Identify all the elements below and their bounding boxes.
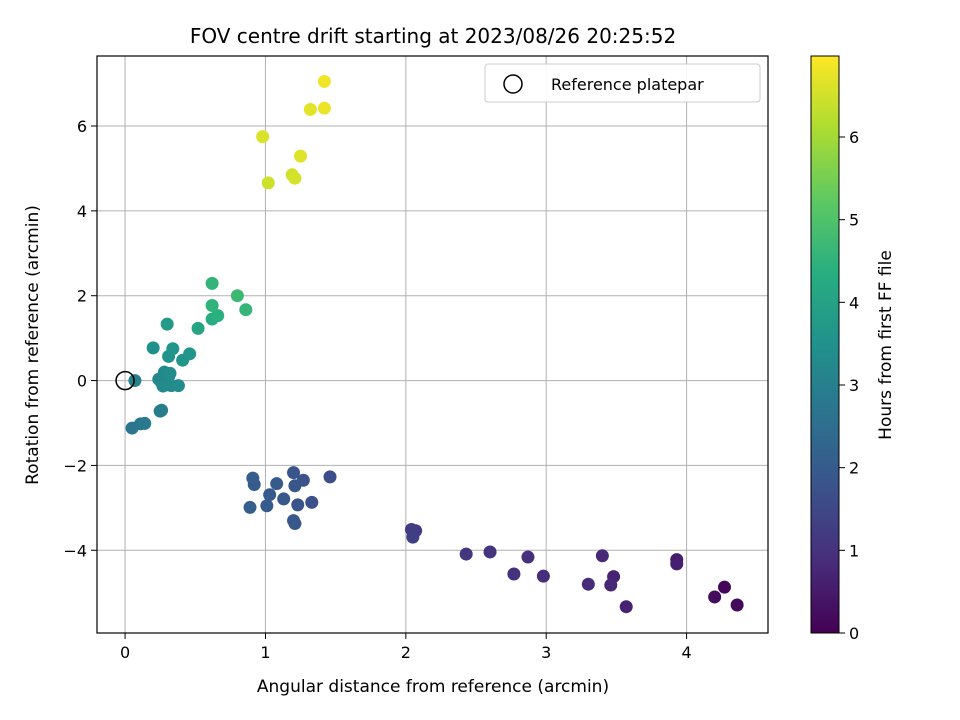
legend-marker-reference (503, 74, 523, 94)
scatter-point (205, 276, 219, 290)
scatter-point (260, 499, 274, 513)
colorbar-tick-label: 0 (849, 624, 859, 643)
colorbar-tick-label: 5 (849, 211, 859, 230)
y-axis-ticks: −4 −2 0 2 4 6 (63, 117, 97, 560)
scatter-point (459, 547, 473, 561)
scatter-point (604, 578, 618, 592)
scatter-point (291, 498, 305, 512)
scatter-point (294, 149, 308, 163)
x-tick-label: 2 (401, 643, 411, 662)
scatter-point (239, 303, 253, 317)
scatter-point (595, 549, 609, 563)
x-tick-label: 0 (120, 643, 130, 662)
scatter-point (205, 298, 219, 312)
scatter-point (536, 569, 550, 583)
scatter-point (183, 347, 197, 361)
grid-lines (97, 56, 768, 633)
scatter-point (323, 470, 337, 484)
colorbar-tick-label: 2 (849, 459, 859, 478)
x-axis-label: Angular distance from reference (arcmin) (257, 677, 609, 697)
x-tick-label: 3 (541, 643, 551, 662)
scatter-point (288, 171, 302, 185)
scatter-point (270, 477, 284, 491)
data-points (125, 74, 744, 614)
x-tick-label: 1 (260, 643, 270, 662)
reference-platepar-marker (115, 370, 135, 391)
scatter-point (128, 374, 142, 388)
plot-frame (96, 55, 769, 634)
scatter-point (230, 289, 244, 303)
y-tick-label: 6 (77, 117, 87, 136)
scatter-point (166, 342, 180, 356)
scatter-point (317, 101, 331, 115)
x-axis-ticks: 0 1 2 3 4 (120, 633, 692, 662)
scatter-point (730, 598, 744, 612)
colorbar-tick-label: 1 (849, 541, 859, 560)
scatter-point (146, 341, 160, 355)
scatter-point (246, 471, 260, 485)
legend-box (484, 63, 761, 103)
scatter-point (708, 590, 722, 604)
scatter-point (160, 317, 174, 331)
colorbar-ticks: 0 1 2 3 4 5 6 (839, 128, 859, 643)
scatter-point (138, 416, 152, 430)
scatter-point (619, 600, 633, 614)
scatter-point (191, 321, 205, 335)
scatter-point (406, 530, 420, 544)
colorbar-tick-label: 6 (849, 128, 859, 147)
x-tick-label: 4 (681, 643, 691, 662)
y-tick-label: −4 (63, 541, 87, 560)
scatter-point (507, 567, 521, 581)
y-axis-label: Rotation from reference (arcmin) (23, 205, 43, 485)
scatter-point (305, 495, 319, 509)
scatter-point (256, 130, 270, 144)
chart-title: FOV centre drift starting at 2023/08/26 … (190, 24, 676, 48)
scatter-point (155, 403, 169, 417)
scatter-point (303, 102, 317, 116)
legend: Reference platepar (484, 63, 761, 103)
scatter-point (317, 74, 331, 88)
scatter-point (163, 366, 177, 380)
y-tick-label: −2 (63, 456, 87, 475)
scatter-point (171, 379, 185, 393)
scatter-point (261, 176, 275, 190)
scatter-point (670, 557, 684, 571)
y-tick-label: 4 (77, 202, 87, 221)
scatter-point (211, 309, 225, 323)
colorbar-tick-label: 3 (849, 376, 859, 395)
scatter-point (521, 550, 535, 564)
y-tick-label: 0 (77, 372, 87, 391)
scatter-point (581, 577, 595, 591)
colorbar-tick-label: 4 (849, 293, 859, 312)
legend-entry-reference-platepar: Reference platepar (551, 75, 704, 94)
scatter-point (263, 488, 277, 502)
scatter-point (288, 517, 302, 531)
scatter-point (287, 466, 301, 480)
colorbar: 0 1 2 3 4 5 6 Hours from first FF file (810, 55, 896, 643)
colorbar-gradient (810, 55, 840, 634)
scatter-point (483, 545, 497, 559)
y-tick-label: 2 (77, 287, 87, 306)
scatter-point (717, 580, 731, 594)
scatter-point (243, 500, 257, 514)
scatter-point (277, 492, 291, 506)
colorbar-label: Hours from first FF file (876, 250, 896, 440)
scatter-point (288, 479, 302, 493)
